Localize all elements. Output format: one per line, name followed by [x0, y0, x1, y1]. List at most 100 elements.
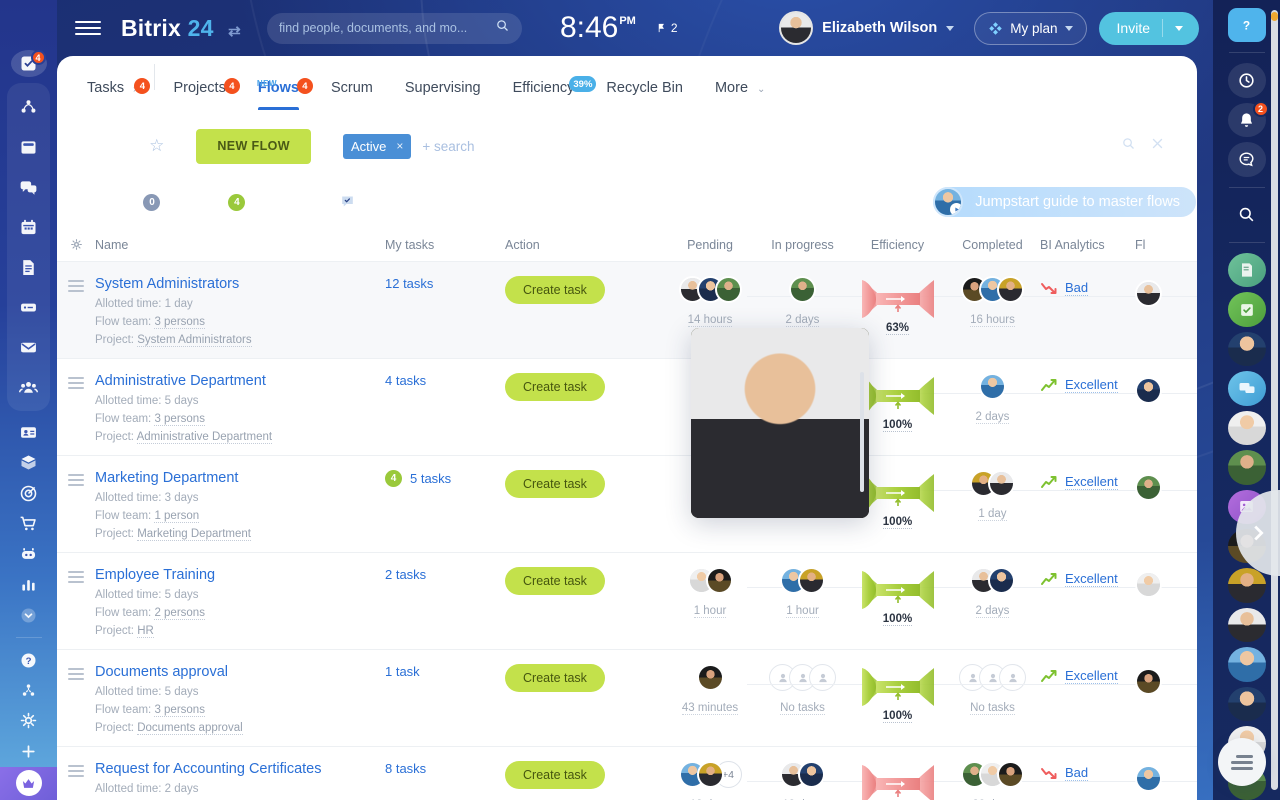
sidebar-item-crown[interactable]	[0, 766, 57, 800]
sidebar-item-analytics[interactable]	[7, 569, 50, 599]
sidebar-item-crm[interactable]	[7, 478, 50, 508]
avatar-stack[interactable]	[687, 567, 733, 594]
sidebar-item-mail[interactable]	[7, 327, 50, 367]
sidebar-item-store[interactable]	[7, 509, 50, 539]
create-task-button[interactable]: Create task	[505, 276, 605, 304]
hamburger-icon[interactable]	[75, 15, 101, 41]
bi-analytics-link[interactable]: Bad	[1040, 761, 1135, 781]
my-tasks-link[interactable]: 12 tasks	[385, 276, 505, 291]
column-header-my-tasks[interactable]: My tasks	[385, 237, 435, 252]
create-task-button[interactable]: Create task	[505, 373, 605, 401]
my-tasks-link[interactable]: 4 tasks	[385, 373, 505, 388]
sidebar-item-settings[interactable]	[7, 706, 50, 736]
sidebar-item-automation[interactable]	[7, 539, 50, 569]
document-tile-icon[interactable]	[1227, 252, 1266, 288]
create-task-button[interactable]: Create task	[505, 470, 605, 498]
project-value[interactable]: Marketing Department	[137, 528, 251, 541]
column-header-pending[interactable]: Pending	[687, 237, 733, 252]
column-header-in-progress[interactable]: In progress	[771, 237, 834, 252]
invite-button[interactable]: Invite	[1098, 11, 1199, 45]
bi-analytics-link[interactable]: Excellent	[1040, 664, 1135, 684]
tab-more[interactable]: More ⌄	[699, 80, 781, 110]
avatar-stack[interactable]	[696, 664, 724, 691]
table-row[interactable]: System Administrators Allotted time: 1 da…	[57, 262, 1197, 359]
view-options-button[interactable]	[1218, 738, 1266, 786]
tab-scrum[interactable]: Scrum	[315, 80, 389, 110]
avatar[interactable]	[1227, 410, 1266, 446]
tab-efficiency[interactable]: Efficiency 39%	[497, 76, 597, 110]
jumpstart-guide-banner[interactable]: Jumpstart guide to master flows	[933, 187, 1196, 217]
flow-team-value[interactable]: 2 persons	[154, 607, 205, 620]
avatar[interactable]	[1227, 331, 1266, 367]
avatar[interactable]	[1227, 647, 1266, 682]
messenger-chat-icon[interactable]	[1227, 142, 1266, 177]
flow-name-link[interactable]: Employee Training	[95, 567, 216, 583]
sidebar-item-collaboration[interactable]	[7, 87, 50, 127]
clear-filter-icon[interactable]	[1150, 136, 1165, 156]
bi-analytics-link[interactable]: Excellent	[1040, 373, 1135, 393]
sidebar-item-sitemap[interactable]	[7, 675, 50, 705]
drag-handle-icon[interactable]	[68, 377, 84, 389]
pending-task-row[interactable]: 5›1 hour	[691, 328, 869, 518]
avatar[interactable]	[1227, 450, 1266, 485]
drag-handle-icon[interactable]	[68, 280, 84, 292]
search-icon[interactable]	[1228, 198, 1266, 232]
popup-scrollbar[interactable]	[860, 372, 864, 492]
project-value[interactable]: Administrative Department	[136, 431, 273, 444]
scroll-thumb[interactable]	[1271, 12, 1278, 21]
sidebar-item-calendar[interactable]	[7, 207, 50, 247]
my-tasks-link[interactable]: 4 5 tasks	[385, 470, 505, 487]
time-tracking-icon[interactable]	[1227, 63, 1266, 98]
close-icon[interactable]: ×	[396, 139, 404, 153]
sidebar-item-documents[interactable]	[7, 247, 50, 287]
flow-name-link[interactable]: Request for Accounting Certificates	[95, 761, 322, 777]
avatar[interactable]	[1227, 568, 1266, 603]
column-header-name[interactable]: Name	[95, 237, 129, 252]
bi-analytics-link[interactable]: Excellent	[1040, 567, 1135, 587]
create-task-button[interactable]: Create task	[505, 761, 605, 789]
notifications-bell-icon[interactable]: 2	[1227, 100, 1269, 138]
global-search[interactable]	[266, 12, 522, 44]
star-outline-icon[interactable]: ☆	[149, 136, 165, 155]
sidebar-item-chat[interactable]	[7, 167, 50, 207]
column-header-bi-analytics[interactable]: BI Analytics	[1040, 237, 1105, 252]
project-value[interactable]: HR	[137, 625, 154, 638]
sidebar-item-drive[interactable]	[7, 287, 50, 327]
flow-team-value[interactable]: 3 persons	[154, 316, 205, 329]
new-flow-button[interactable]: NEW FLOW	[196, 128, 311, 164]
avatar-stack[interactable]	[970, 567, 1015, 594]
filter-search-placeholder[interactable]: + search	[422, 138, 475, 154]
tab-flows[interactable]: NEW Flows 4	[242, 78, 315, 110]
filter-overdue[interactable]: 0 Overdue	[143, 194, 214, 211]
flow-name-link[interactable]: Administrative Department	[95, 373, 266, 389]
tab-recycle-bin[interactable]: Recycle Bin	[590, 80, 699, 110]
column-header-flow[interactable]: Fl	[1135, 237, 1146, 252]
flow-team-value[interactable]: 3 persons	[154, 413, 205, 426]
table-row[interactable]: Employee Training Allotted time: 5 days Fl…	[57, 553, 1197, 650]
sidebar-item-collapse[interactable]	[7, 600, 50, 630]
bi-analytics-link[interactable]: Excellent	[1040, 470, 1135, 490]
filter-comments[interactable]: 4 Comments	[228, 194, 312, 211]
flow-name-link[interactable]: Marketing Department	[95, 470, 239, 486]
my-tasks-link[interactable]: 2 tasks	[385, 567, 505, 582]
help-question-icon[interactable]: ?	[1227, 8, 1266, 43]
drag-handle-icon[interactable]	[68, 668, 84, 680]
table-row[interactable]: Request for Accounting Certificates Allot…	[57, 747, 1197, 800]
avatar-stack[interactable]: +4	[678, 761, 742, 788]
avatar-stack[interactable]	[961, 276, 1024, 303]
sidebar-item-feed[interactable]	[7, 127, 50, 167]
page-scrollbar[interactable]	[1271, 10, 1278, 790]
flow-name-link[interactable]: System Administrators	[95, 276, 240, 292]
table-row[interactable]: Marketing Department Allotted time: 3 day…	[57, 456, 1197, 553]
tab-projects[interactable]: Projects 4	[157, 78, 241, 110]
flow-name-link[interactable]: Documents approval	[95, 664, 228, 680]
gear-icon[interactable]	[57, 238, 95, 251]
search-icon[interactable]	[1121, 136, 1136, 156]
avatar[interactable]	[1227, 607, 1266, 643]
avatar-stack[interactable]	[789, 276, 816, 303]
my-plan-button[interactable]: My plan	[974, 11, 1087, 45]
sidebar-item-people[interactable]	[7, 367, 50, 407]
chat-tile-icon[interactable]	[1227, 371, 1266, 406]
drag-handle-icon[interactable]	[68, 571, 84, 583]
avatar-stack[interactable]	[678, 276, 742, 303]
